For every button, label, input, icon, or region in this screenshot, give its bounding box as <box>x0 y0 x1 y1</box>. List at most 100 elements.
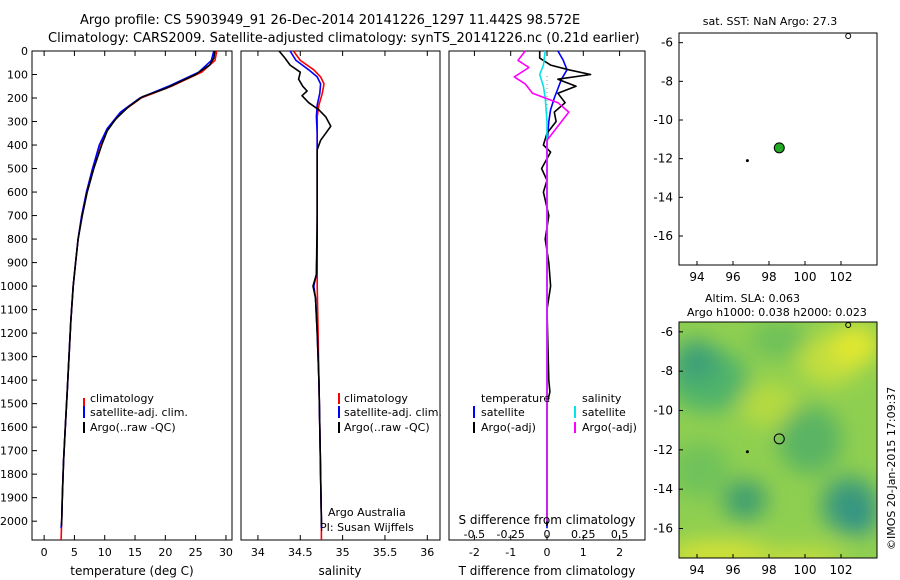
sla-map-axes-box <box>678 321 878 559</box>
sst-map-marks <box>745 33 852 163</box>
sla-heatmap <box>679 322 877 558</box>
sla-blob <box>679 340 718 380</box>
y-tick-label: 1000 <box>0 280 28 293</box>
credit-argo-australia: Argo Australia <box>328 506 406 519</box>
sla-blob <box>740 383 800 427</box>
series-line-climatology <box>60 50 218 541</box>
y-tick-label: 900 <box>7 257 28 270</box>
sla-blob <box>778 406 842 474</box>
sal-legend-satellite: satellite-adj. clim. <box>344 406 442 419</box>
x-tick-label: 35 <box>336 546 350 559</box>
diff-legend-s-satellite: satellite <box>582 406 626 419</box>
x-tick-label: 35.5 <box>373 546 398 559</box>
x-tick-label: 94 <box>689 270 704 284</box>
credit-pi: PI: Susan Wijffels <box>320 521 414 534</box>
diff-legend-s-argo: Argo(-adj) <box>582 421 637 434</box>
sla-blob <box>844 506 876 534</box>
diff-legend-t-argo: Argo(-adj) <box>481 421 536 434</box>
x-tick-label: 25 <box>189 546 203 559</box>
sal-legend-argo: Argo(..raw -QC) <box>344 421 430 434</box>
series-line-climatology <box>292 50 325 540</box>
series-line-satellite <box>60 50 215 529</box>
diff-legend-t-satellite: satellite <box>481 406 525 419</box>
series-line-s-argo <box>513 50 570 522</box>
x-tick-label: 30 <box>219 546 233 559</box>
salinity-axes-box <box>240 50 441 541</box>
x-tick-label: 2 <box>616 546 623 559</box>
x-tick-label: 0 <box>544 546 551 559</box>
sst-map-title: sat. SST: NaN Argo: 27.3 <box>703 15 837 28</box>
sst-map-yticks: -6 -8 -10 -12 -14 -16 <box>653 36 683 243</box>
y-tick-label: -16 <box>653 522 673 536</box>
x-tick-label: 94 <box>689 563 704 577</box>
sla-map-panel: Altim. SLA: 0.063 Argo h1000: 0.038 h200… <box>653 292 898 577</box>
x-tick-label: 96 <box>725 270 740 284</box>
y-tick-label: 600 <box>7 186 28 199</box>
temperature-panel: 0 5 10 15 20 25 30 0 100 200 300 400 500 600 700 800 90… <box>0 45 233 578</box>
y-tick-label: 700 <box>7 210 28 223</box>
sst-map-panel: sat. SST: NaN Argo: 27.3 94 96 98 100 102 -6… <box>653 15 878 284</box>
imos-timestamp: ©IMOS 20-Jan-2015 17:09:37 <box>885 387 898 550</box>
temp-legend-argo: Argo(..raw -QC) <box>90 421 176 434</box>
argo-float-marker <box>773 142 785 154</box>
sal-legend-climatology: climatology <box>344 392 408 405</box>
argo-float-marker <box>773 433 785 445</box>
series-line-s-satellite <box>538 50 548 522</box>
x-tick-label-top: 0.5 <box>611 528 629 541</box>
salinity-xticks: 34 34.5 35 35.5 36 <box>251 51 434 559</box>
sst-map-xticks: 94 96 98 100 102 <box>689 261 852 284</box>
sla-heatmap-field <box>679 322 877 558</box>
y-tick-label: 1700 <box>0 445 28 458</box>
x-tick-label: 34 <box>251 546 265 559</box>
x-tick-label: -1 <box>505 546 516 559</box>
y-tick-label: 400 <box>7 139 28 152</box>
x-tick-label-top: -0.25 <box>496 528 524 541</box>
difference-xticks: -2 -1 0 1 2 <box>469 51 623 559</box>
sla-map-marks <box>745 322 852 454</box>
sla-blob <box>679 442 730 498</box>
x-tick-label: 20 <box>158 546 172 559</box>
x-tick-label: 100 <box>794 563 817 577</box>
header-line-2: Climatology: CARS2009. Satellite-adjuste… <box>48 31 640 46</box>
salinity-xlabel: salinity <box>318 564 361 578</box>
x-tick-label: 96 <box>725 563 740 577</box>
series-line-t-argo <box>538 51 592 526</box>
corner-marker <box>845 33 852 39</box>
x-tick-label: 0 <box>41 546 48 559</box>
x-tick-label-top: 0 <box>544 528 551 541</box>
y-tick-label: 300 <box>7 116 28 129</box>
y-tick-label: -6 <box>661 325 673 339</box>
difference-panel: -2 -1 0 1 2 -0.5 -0.25 0 0.25 0.5 S difference f… <box>448 50 646 578</box>
sla-map-title-1: Altim. SLA: 0.063 <box>705 292 800 305</box>
y-tick-label: -12 <box>653 152 673 166</box>
x-tick-label: 98 <box>761 563 776 577</box>
x-tick-label-top: 0.25 <box>571 528 596 541</box>
x-tick-label: 15 <box>128 546 142 559</box>
y-tick-label: -14 <box>653 190 673 204</box>
sla-map-xticks: 94 96 98 100 102 <box>689 554 852 577</box>
s-difference-label: S difference from climatology <box>459 513 636 527</box>
x-tick-label: 98 <box>761 270 776 284</box>
difference-series <box>513 50 592 529</box>
temperature-xlabel: temperature (deg C) <box>70 564 193 578</box>
salinity-series <box>278 50 332 540</box>
series-line-argo <box>278 50 332 526</box>
x-tick-label: 102 <box>830 563 853 577</box>
temperature-yticks: 0 100 200 300 400 500 600 700 800 900 1000 1100 1200… <box>0 45 37 528</box>
y-tick-label: 500 <box>7 163 28 176</box>
y-tick-label: 1800 <box>0 468 28 481</box>
previous-profile-marker <box>745 450 749 454</box>
y-tick-label: 1900 <box>0 492 28 505</box>
y-tick-label: 1200 <box>0 327 28 340</box>
y-tick-label: -10 <box>653 404 673 418</box>
sla-blob <box>755 548 845 558</box>
diff-legend-salinity-title: salinity <box>582 392 622 405</box>
y-tick-label: -8 <box>661 364 673 378</box>
difference-xticks-top: -0.5 -0.25 0 0.25 0.5 <box>464 528 629 541</box>
x-tick-label: -2 <box>469 546 480 559</box>
temperature-axes-box <box>31 50 233 541</box>
t-difference-xlabel: T difference from climatology <box>458 564 636 578</box>
sla-blob <box>679 541 775 558</box>
temp-legend-climatology: climatology <box>90 392 154 405</box>
